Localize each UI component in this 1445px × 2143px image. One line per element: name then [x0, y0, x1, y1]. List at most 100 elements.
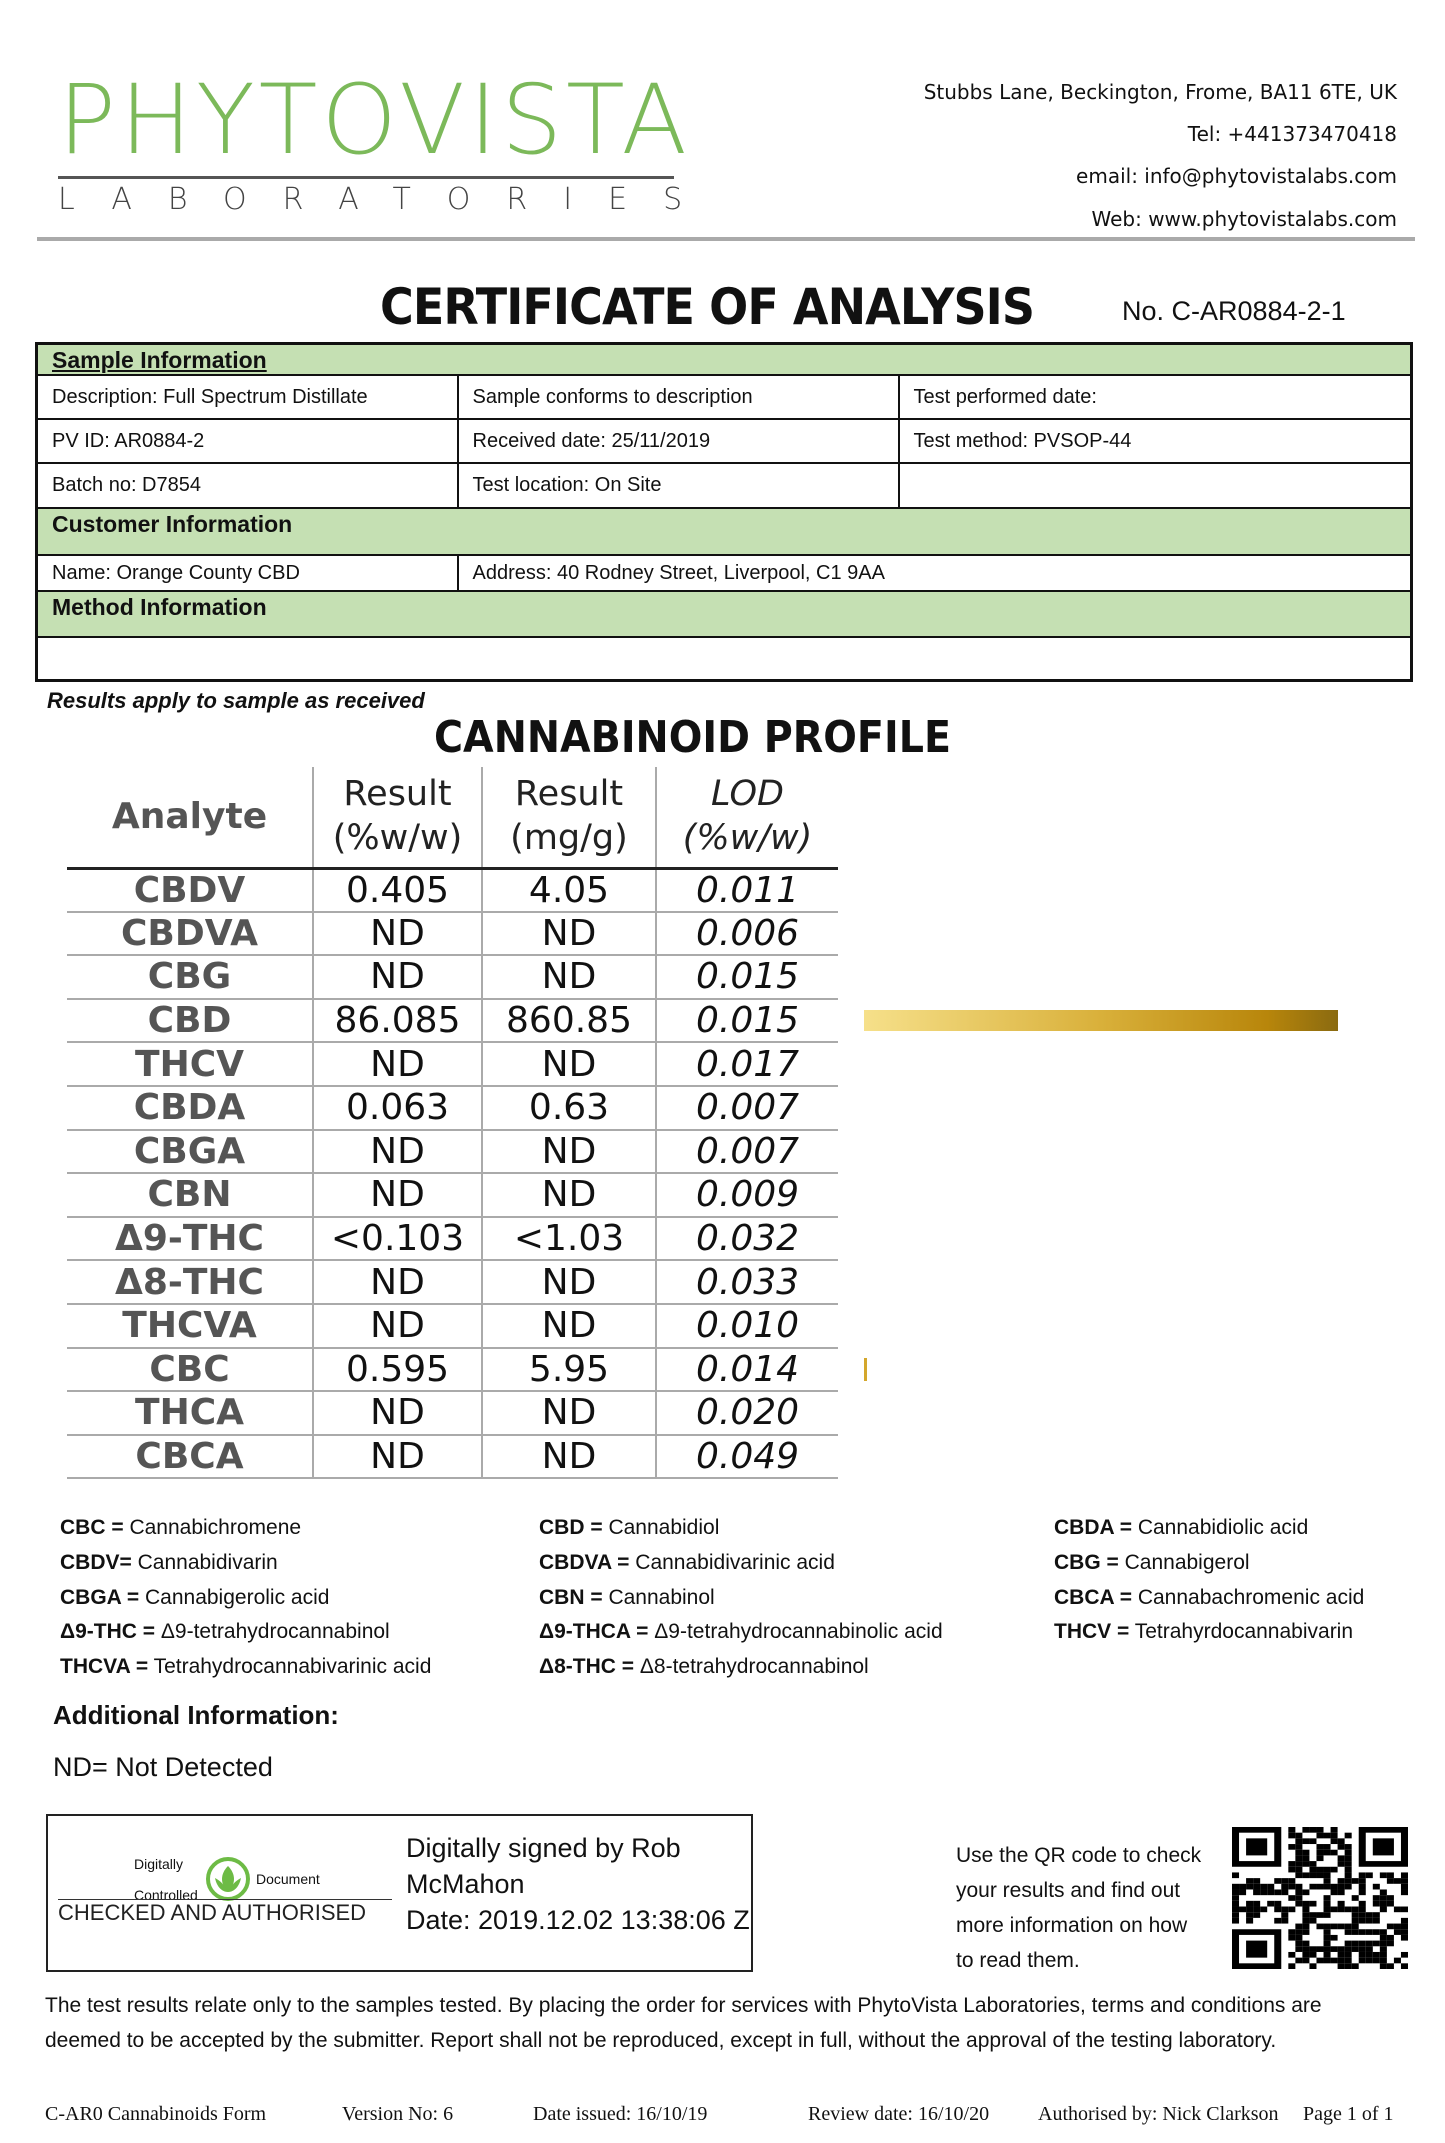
cannabinoid-table: Analyte Result (%w/w) Result (mg/g) LOD …	[67, 767, 838, 1480]
table-row: THCA ND ND 0.020	[67, 1391, 838, 1436]
legend-abbr: Δ9-THCA =	[539, 1620, 649, 1643]
legend-abbr: CBG =	[1054, 1551, 1119, 1574]
legend-abbr: Δ8-THC =	[539, 1655, 635, 1678]
results-note: Results apply to sample as received	[47, 688, 425, 713]
pv-id: PV ID: AR0884-2	[35, 418, 459, 464]
result-mg: ND	[481, 1260, 656, 1305]
legend-abbr: THCVA =	[60, 1655, 149, 1678]
conforms: Sample conforms to description	[456, 374, 900, 420]
header-result-mg: Result (mg/g)	[481, 767, 656, 870]
legend-abbr: CBGA =	[60, 1586, 140, 1609]
lod: 0.009	[655, 1173, 838, 1218]
footer-version: Version No: 6	[342, 2103, 454, 2125]
telephone: Tel: +441373470418	[1187, 122, 1397, 146]
legend-meaning: Cannabidivarinic acid	[635, 1551, 835, 1574]
legend-abbr: CBCA =	[1054, 1586, 1132, 1609]
test-method: Test method: PVSOP-44	[897, 418, 1413, 464]
legend-abbr: CBD =	[539, 1516, 603, 1539]
method-info-heading: Method Information	[35, 590, 1413, 638]
result-pct: ND	[312, 1434, 482, 1480]
qr-text-line: more information on how	[956, 1914, 1188, 1937]
analyte: CBGA	[67, 1129, 313, 1175]
header-lod: LOD (%w/w)	[655, 767, 838, 870]
additional-info-heading: Additional Information:	[53, 1700, 339, 1730]
empty-cell	[897, 462, 1413, 509]
result-pct: 86.085	[312, 998, 482, 1044]
legend-item: CBD = Cannabidiol	[539, 1516, 719, 1540]
address: Stubbs Lane, Beckington, Frome, BA11 6TE…	[923, 80, 1397, 104]
test-date: Test performed date:	[897, 374, 1413, 420]
legend-item: CBCA = Cannabachromenic acid	[1054, 1586, 1364, 1610]
qr-text-line: Use the QR code to check	[956, 1844, 1202, 1867]
email: email: info@phytovistalabs.com	[1076, 164, 1397, 188]
legend-item: Δ9-THC = Δ9-tetrahydrocannabinol	[60, 1620, 390, 1644]
legend-abbr: CBDVA =	[539, 1551, 630, 1574]
legend-abbr: THCV =	[1054, 1620, 1130, 1643]
legend-meaning: Δ9-tetrahydrocannabinolic acid	[654, 1620, 943, 1643]
website: Web: www.phytovistalabs.com	[1091, 207, 1398, 231]
legend-item: THCVA = Tetrahydrocannabivarinic acid	[60, 1655, 431, 1679]
legend-meaning: Cannabichromene	[129, 1516, 302, 1539]
result-mg: ND	[481, 1129, 656, 1175]
sample-info-table: Sample Information Description: Full Spe…	[35, 342, 1413, 682]
table-row: CBGA ND ND 0.007	[67, 1129, 838, 1175]
legend-item: Δ8-THC = Δ8-tetrahydrocannabinol	[539, 1655, 869, 1679]
footer-review: Review date: 16/10/20	[808, 2103, 990, 2125]
lod: 0.015	[655, 998, 838, 1044]
qr-code[interactable]	[1232, 1827, 1408, 1969]
test-location: Test location: On Site	[456, 462, 900, 509]
result-mg: 0.63	[481, 1085, 656, 1131]
signature-box: Digitally Controlled Document CHECKED AN…	[46, 1814, 753, 1972]
legend-meaning: Cannabidivarin	[137, 1551, 278, 1574]
result-mg: ND	[481, 955, 656, 1000]
result-pct: ND	[312, 911, 482, 957]
legend-item: CBN = Cannabinol	[539, 1586, 715, 1610]
analyte: CBD	[67, 998, 313, 1044]
customer-name: Name: Orange County CBD	[35, 554, 459, 592]
legend-item: CBGA = Cannabigerolic acid	[60, 1586, 329, 1610]
method-info-body	[35, 636, 1413, 681]
stamp-text-digitally: Digitally	[134, 1856, 184, 1872]
stamp-text-document: Document	[256, 1871, 320, 1887]
footer-authorised: Authorised by: Nick Clarkson	[1038, 2103, 1279, 2125]
decorative-gold-bar	[864, 1010, 1338, 1031]
legend-abbr: CBDV=	[60, 1551, 132, 1574]
lod: 0.020	[655, 1391, 838, 1436]
result-pct: ND	[312, 1042, 482, 1087]
analyte: CBDA	[67, 1085, 313, 1131]
legend-item: CBDA = Cannabidiolic acid	[1054, 1516, 1308, 1540]
table-row: CBC 0.595 5.95 0.014	[67, 1347, 838, 1393]
header-analyte: Analyte	[67, 767, 313, 870]
lod: 0.049	[655, 1434, 838, 1480]
qr-text-line: to read them.	[956, 1949, 1080, 1972]
legend-abbr: CBDA =	[1054, 1516, 1132, 1539]
result-mg: 5.95	[481, 1347, 656, 1393]
table-row: CBG ND ND 0.015	[67, 955, 838, 1000]
table-row: CBN ND ND 0.009	[67, 1173, 838, 1218]
page-title: CERTIFICATE OF ANALYSIS	[380, 278, 1035, 336]
received-date: Received date: 25/11/2019	[456, 418, 900, 464]
description: Description: Full Spectrum Distillate	[35, 374, 459, 420]
stamp-rule	[58, 1899, 392, 1900]
analyte: CBDV	[67, 868, 313, 913]
signed-date: Date: 2019.12.02 13:38:06 Z	[406, 1905, 750, 1935]
table-row: CBDV 0.405 4.05 0.011	[67, 868, 838, 913]
nd-note: ND= Not Detected	[53, 1752, 273, 1782]
legend-meaning: Cannabidiol	[608, 1516, 720, 1539]
lod: 0.033	[655, 1260, 838, 1305]
qr-text-line: your results and find out	[956, 1879, 1181, 1902]
legend-item: Δ9-THCA = Δ9-tetrahydrocannabinolic acid	[539, 1620, 943, 1644]
legend-meaning: Tetrahydrocannabivarinic acid	[153, 1655, 432, 1678]
certificate-number: No. C-AR0884-2-1	[1122, 296, 1346, 326]
table-row: THCV ND ND 0.017	[67, 1042, 838, 1087]
result-pct: <0.103	[312, 1216, 482, 1262]
footer-form: C-AR0 Cannabinoids Form	[45, 2103, 267, 2125]
logo-subtext: LABORATORIES	[58, 182, 719, 217]
divider	[37, 237, 1415, 241]
result-pct: ND	[312, 1303, 482, 1349]
result-pct: 0.595	[312, 1347, 482, 1393]
stamp-caption: CHECKED AND AUTHORISED	[58, 1900, 367, 1925]
table-row: THCVA ND ND 0.010	[67, 1303, 838, 1349]
result-mg: 860.85	[481, 998, 656, 1044]
table-row: CBCA ND ND 0.049	[67, 1434, 838, 1480]
